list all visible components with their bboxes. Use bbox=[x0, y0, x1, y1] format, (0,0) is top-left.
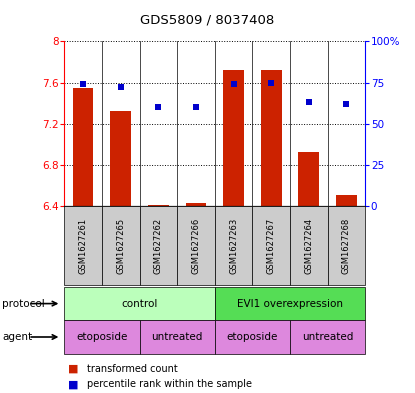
Text: control: control bbox=[121, 299, 158, 309]
Bar bbox=[139, 320, 215, 354]
Bar bbox=[215, 287, 365, 320]
Bar bbox=[139, 206, 177, 285]
Text: agent: agent bbox=[2, 332, 32, 342]
Text: GSM1627264: GSM1627264 bbox=[304, 218, 313, 274]
Text: GSM1627267: GSM1627267 bbox=[267, 217, 276, 274]
Text: untreated: untreated bbox=[302, 332, 353, 342]
Text: transformed count: transformed count bbox=[87, 364, 178, 374]
Bar bbox=[110, 112, 131, 206]
Text: etoposide: etoposide bbox=[227, 332, 278, 342]
Bar bbox=[336, 195, 357, 206]
Bar bbox=[223, 70, 244, 206]
Text: GSM1627263: GSM1627263 bbox=[229, 217, 238, 274]
Bar bbox=[298, 152, 319, 206]
Text: protocol: protocol bbox=[2, 299, 45, 309]
Bar bbox=[64, 320, 139, 354]
Text: GDS5809 / 8037408: GDS5809 / 8037408 bbox=[140, 14, 275, 27]
Bar bbox=[177, 206, 215, 285]
Text: untreated: untreated bbox=[151, 332, 203, 342]
Bar bbox=[148, 205, 168, 206]
Text: GSM1627266: GSM1627266 bbox=[191, 217, 200, 274]
Bar bbox=[252, 206, 290, 285]
Bar bbox=[327, 206, 365, 285]
Text: GSM1627265: GSM1627265 bbox=[116, 218, 125, 274]
Bar bbox=[64, 287, 215, 320]
Bar bbox=[290, 206, 327, 285]
Text: GSM1627262: GSM1627262 bbox=[154, 218, 163, 274]
Text: GSM1627268: GSM1627268 bbox=[342, 217, 351, 274]
Text: percentile rank within the sample: percentile rank within the sample bbox=[87, 379, 252, 389]
Bar bbox=[64, 206, 102, 285]
Text: EVI1 overexpression: EVI1 overexpression bbox=[237, 299, 343, 309]
Text: GSM1627261: GSM1627261 bbox=[78, 218, 88, 274]
Text: etoposide: etoposide bbox=[76, 332, 128, 342]
Bar bbox=[261, 70, 281, 206]
Bar bbox=[73, 88, 93, 206]
Bar bbox=[102, 206, 139, 285]
Bar bbox=[186, 203, 206, 206]
Text: ■: ■ bbox=[68, 364, 79, 374]
Bar bbox=[215, 206, 252, 285]
Text: ■: ■ bbox=[68, 379, 79, 389]
Bar bbox=[290, 320, 365, 354]
Bar bbox=[215, 320, 290, 354]
